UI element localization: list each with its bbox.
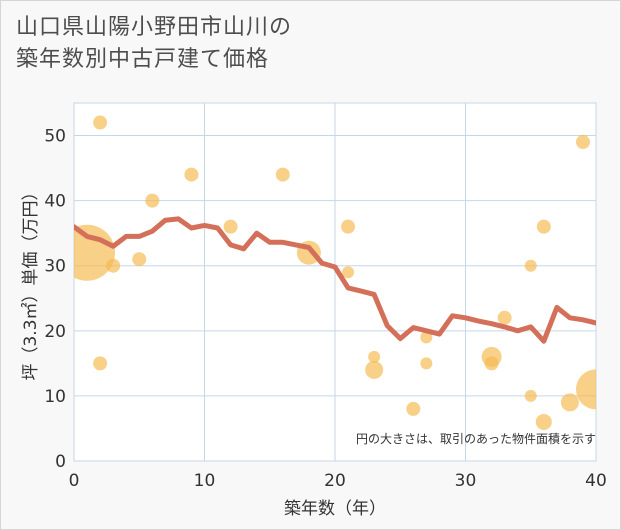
chart-title: 山口県山陽小野田市山川の 築年数別中古戸建て価格 xyxy=(16,12,292,76)
y-tick-label: 10 xyxy=(44,387,66,407)
x-tick-label: 40 xyxy=(585,471,607,491)
scatter-point xyxy=(365,360,384,379)
x-tick-label: 0 xyxy=(69,471,80,491)
scatter-point xyxy=(184,167,199,182)
scatter-point xyxy=(484,356,499,371)
y-tick-label: 40 xyxy=(44,192,66,212)
x-tick-label: 20 xyxy=(324,471,346,491)
scatter-point xyxy=(223,219,238,234)
scatter-point xyxy=(145,193,160,208)
scatter-point xyxy=(93,115,108,130)
y-axis-title: 坪（3.3㎡）単価（万円） xyxy=(21,183,41,380)
average-price-line xyxy=(74,216,596,344)
scatter-point xyxy=(342,266,355,279)
scatter-point xyxy=(74,224,116,281)
x-tick-label: 30 xyxy=(455,471,477,491)
scatter-point xyxy=(341,219,356,234)
axis-ticks: 0 10 20 30 40 0 10 20 30 40 50 xyxy=(44,127,606,491)
scatter-point xyxy=(524,389,537,402)
bubble-size-note: 円の大きさは、取引のあった物件面積を示す xyxy=(356,431,596,446)
x-tick-label: 10 xyxy=(194,471,216,491)
chart-title-line-2: 築年数別中古戸建て価格 xyxy=(16,47,270,72)
scatter-point xyxy=(576,369,596,410)
scatter-point xyxy=(560,393,579,412)
scatter-point xyxy=(368,350,381,363)
scatter-point xyxy=(420,357,433,370)
scatter-point xyxy=(497,310,512,325)
scatter-point xyxy=(575,135,590,150)
scatter-point xyxy=(420,331,433,344)
scatter-point xyxy=(406,401,421,416)
scatter-point xyxy=(275,167,290,182)
scatter-point xyxy=(132,252,147,267)
bubble-series xyxy=(74,115,596,430)
x-axis-title: 築年数（年） xyxy=(284,499,386,519)
y-tick-label: 50 xyxy=(44,127,66,147)
scatter-point xyxy=(93,356,108,371)
y-tick-label: 0 xyxy=(55,452,66,472)
scatter-point xyxy=(106,258,121,273)
y-tick-label: 30 xyxy=(44,257,66,277)
chart-title-line-1: 山口県山陽小野田市山川の xyxy=(16,15,293,40)
scatter-point xyxy=(524,259,537,272)
scatter-point xyxy=(535,413,552,430)
y-tick-label: 20 xyxy=(44,322,66,342)
average-line-series xyxy=(74,216,596,344)
scatter-point xyxy=(536,219,551,234)
